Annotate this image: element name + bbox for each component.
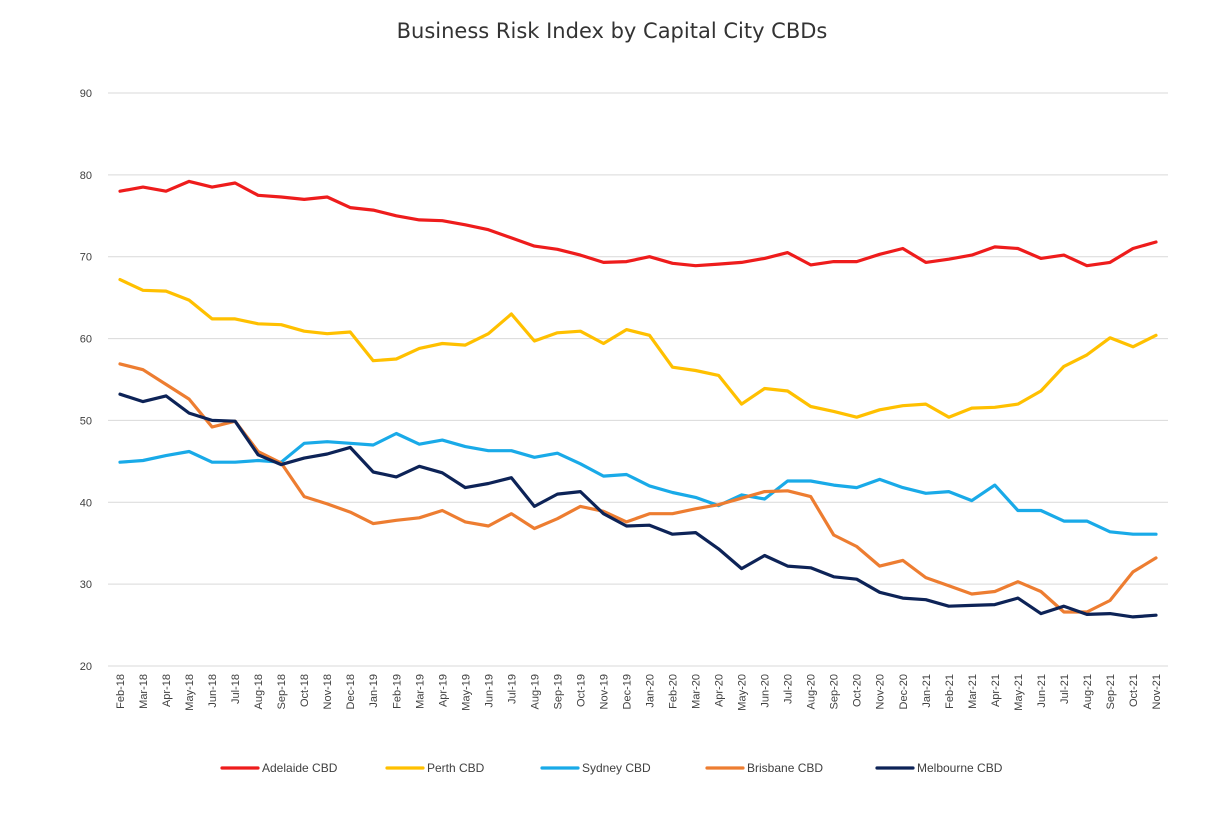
y-axis-ticks: 20 30 40 50 60 70 80 90 xyxy=(80,88,92,673)
x-tick-label: Jul-21 xyxy=(1059,674,1071,704)
legend-label: Sydney CBD xyxy=(582,761,651,775)
x-tick-label: Aug-18 xyxy=(253,674,265,709)
legend: Adelaide CBD Perth CBD Sydney CBD Brisbane … xyxy=(220,761,1003,775)
legend-label: Brisbane CBD xyxy=(747,761,823,775)
x-tick-label: May-20 xyxy=(737,674,749,711)
x-tick-label: Nov-18 xyxy=(322,674,334,709)
x-tick-label: Jun-18 xyxy=(207,674,219,708)
x-tick-label: Feb-21 xyxy=(944,674,956,709)
series-line-perth-cbd xyxy=(118,278,1158,419)
x-tick-label: Jun-20 xyxy=(760,674,772,708)
series-line-adelaide-cbd xyxy=(118,179,1158,268)
y-tick-label: 30 xyxy=(80,579,92,591)
x-tick-label: Oct-20 xyxy=(852,674,864,707)
x-tick-label: Dec-20 xyxy=(898,674,910,709)
x-tick-label: Feb-19 xyxy=(391,674,403,709)
x-tick-label: Apr-18 xyxy=(161,674,173,707)
x-tick-label: Jan-21 xyxy=(921,674,933,708)
series-line-brisbane-cbd xyxy=(118,362,1158,614)
legend-label: Adelaide CBD xyxy=(262,761,338,775)
x-tick-label: Dec-18 xyxy=(345,674,357,709)
y-tick-label: 90 xyxy=(80,88,92,100)
legend-label: Perth CBD xyxy=(427,761,485,775)
x-tick-label: Feb-18 xyxy=(115,674,127,709)
x-tick-label: Mar-19 xyxy=(414,674,426,709)
x-tick-label: May-21 xyxy=(1013,674,1025,711)
x-tick-label: Nov-21 xyxy=(1151,674,1163,709)
x-tick-label: Sep-19 xyxy=(552,674,564,709)
x-tick-label: May-18 xyxy=(184,674,196,711)
x-tick-label: Oct-21 xyxy=(1128,674,1140,707)
x-tick-label: Oct-18 xyxy=(299,674,311,707)
x-axis-ticks: Feb-18 Mar-18 Apr-18 May-18 Jun-18 Jul-18 Aug-… xyxy=(115,674,1163,711)
x-tick-label: Mar-18 xyxy=(138,674,150,709)
x-tick-label: Jul-19 xyxy=(506,674,518,704)
x-tick-label: Dec-19 xyxy=(621,674,633,709)
x-tick-label: Mar-20 xyxy=(691,674,703,709)
x-tick-label: May-19 xyxy=(460,674,472,711)
x-tick-label: Aug-19 xyxy=(529,674,541,709)
y-tick-label: 70 xyxy=(80,252,92,264)
x-tick-label: Jan-19 xyxy=(368,674,380,708)
gridlines xyxy=(108,92,1168,667)
x-tick-label: Jun-21 xyxy=(1036,674,1048,708)
x-tick-label: Sep-20 xyxy=(829,674,841,709)
x-tick-label: Nov-20 xyxy=(875,674,887,709)
chart-title: Business Risk Index by Capital City CBDs xyxy=(397,19,828,43)
y-tick-label: 60 xyxy=(80,334,92,346)
legend-label: Melbourne CBD xyxy=(917,761,1003,775)
x-tick-label: Feb-20 xyxy=(668,674,680,709)
x-tick-label: Apr-20 xyxy=(714,674,726,707)
x-tick-label: Sep-18 xyxy=(276,674,288,709)
x-tick-label: Aug-21 xyxy=(1082,674,1094,709)
x-tick-label: Nov-19 xyxy=(598,674,610,709)
y-tick-label: 40 xyxy=(80,497,92,509)
x-tick-label: Jul-18 xyxy=(230,674,242,704)
x-tick-label: Aug-20 xyxy=(806,674,818,709)
series-line-sydney-cbd xyxy=(118,431,1158,536)
y-tick-label: 20 xyxy=(80,661,92,673)
x-tick-label: Jun-19 xyxy=(483,674,495,708)
series-lines xyxy=(118,179,1158,619)
x-tick-label: Oct-19 xyxy=(575,674,587,707)
x-tick-label: Apr-21 xyxy=(990,674,1002,707)
x-tick-label: Apr-19 xyxy=(437,674,449,707)
series-line-melbourne-cbd xyxy=(118,392,1158,619)
x-tick-label: Jan-20 xyxy=(645,674,657,708)
y-tick-label: 50 xyxy=(80,415,92,427)
x-tick-label: Mar-21 xyxy=(967,674,979,709)
x-tick-label: Jul-20 xyxy=(783,674,795,704)
y-tick-label: 80 xyxy=(80,170,92,182)
x-tick-label: Sep-21 xyxy=(1105,674,1117,709)
